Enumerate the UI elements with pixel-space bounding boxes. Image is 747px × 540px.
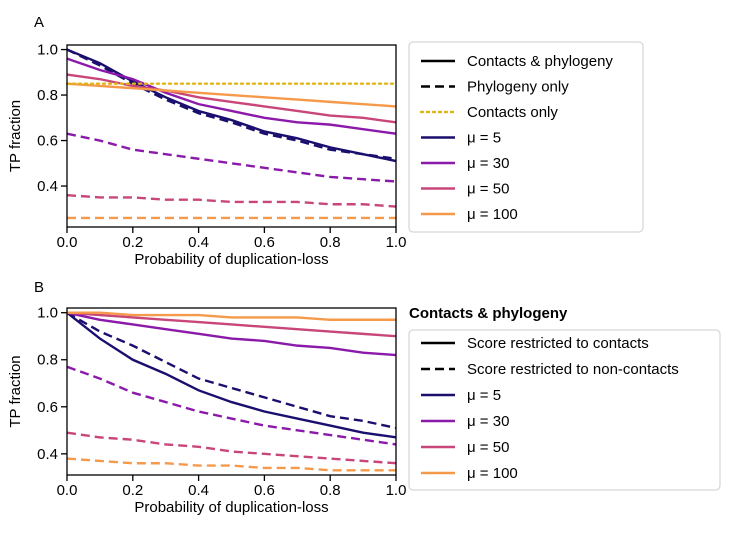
- series-line-2: [66, 311, 397, 357]
- x-tick-label: 0.8: [320, 482, 341, 499]
- series-group: [65, 48, 398, 220]
- legend-label: μ = 30: [467, 413, 509, 430]
- x-axis-label: Probability of duplication-loss: [134, 251, 328, 268]
- legend-label: μ = 5: [467, 130, 501, 147]
- series-line-4: [66, 311, 397, 338]
- legend-label: Phylogeny only: [467, 79, 569, 96]
- series-line-1: [66, 311, 397, 430]
- legend-label: Score restricted to non-contacts: [467, 361, 679, 378]
- legend-box: [408, 329, 721, 491]
- x-tick-label: 0.0: [57, 234, 78, 251]
- legend-title: Contacts & phylogeny: [409, 305, 568, 322]
- legend-label: μ = 100: [467, 206, 518, 223]
- legend-label: Score restricted to contacts: [467, 335, 649, 352]
- series-line-2: [66, 57, 397, 135]
- y-tick-label: 0.4: [37, 446, 58, 463]
- legend-label: μ = 50: [467, 439, 509, 456]
- x-tick-label: 0.4: [188, 482, 209, 499]
- panel-b: B 0.0 0.2 0.4 0.6 0.8 1.0 0.4 0.6 0.8 1.0 Probabili…: [7, 279, 721, 516]
- x-tick-label: 0.6: [254, 482, 275, 499]
- y-tick-label: 0.8: [37, 87, 58, 104]
- x-tick-label: 0.2: [122, 482, 143, 499]
- series-line-5: [66, 193, 397, 208]
- series-line-1: [66, 48, 397, 160]
- legend-label: μ = 5: [467, 387, 501, 404]
- series-line-4: [66, 73, 397, 124]
- x-tick-label: 1.0: [386, 234, 407, 251]
- legend-label: Contacts only: [467, 104, 558, 121]
- legend-label: μ = 30: [467, 155, 509, 172]
- x-tick-label: 0.2: [122, 234, 143, 251]
- panel-letter: A: [34, 14, 44, 31]
- series-line-7: [66, 457, 396, 472]
- plot-frame: [66, 307, 397, 476]
- panel-letter: B: [34, 279, 44, 296]
- series-line-3: [66, 132, 397, 183]
- legend: Contacts & phylogeny Score restricted to …: [408, 305, 721, 491]
- x-tick-label: 0.8: [320, 234, 341, 251]
- legend: Contacts & phylogeny Phylogeny only Contac…: [408, 41, 644, 233]
- y-axis-label: TP fraction: [7, 100, 24, 172]
- legend-label: μ = 50: [467, 181, 509, 198]
- x-axis-label: Probability of duplication-loss: [134, 499, 328, 516]
- panel-a: A 0.0 0.2 0.4 0.6 0.8 1.0 0.4 0.6 0.8 1.0 Probabili…: [7, 14, 644, 268]
- y-tick-label: 0.6: [37, 399, 58, 416]
- legend-box: [408, 41, 644, 233]
- y-axis-label: TP fraction: [7, 355, 24, 427]
- series-line-0: [66, 311, 397, 439]
- legend-label: Contacts & phylogeny: [467, 53, 613, 70]
- x-tick-label: 0.0: [57, 482, 78, 499]
- legend-label: μ = 100: [467, 465, 518, 482]
- series-line-6: [66, 82, 397, 108]
- series-line-6: [67, 311, 396, 321]
- y-tick-label: 0.6: [37, 133, 58, 150]
- plot-frame: [66, 44, 397, 228]
- x-tick-label: 0.4: [188, 234, 209, 251]
- x-tick-label: 1.0: [386, 482, 407, 499]
- x-tick-label: 0.6: [254, 234, 275, 251]
- series-line-5: [66, 431, 397, 465]
- y-tick-label: 1.0: [37, 42, 58, 59]
- series-group: [66, 311, 397, 472]
- y-tick-label: 0.4: [37, 178, 58, 195]
- y-tick-label: 0.8: [37, 352, 58, 369]
- y-tick-label: 1.0: [37, 305, 58, 322]
- series-line-3: [66, 365, 397, 446]
